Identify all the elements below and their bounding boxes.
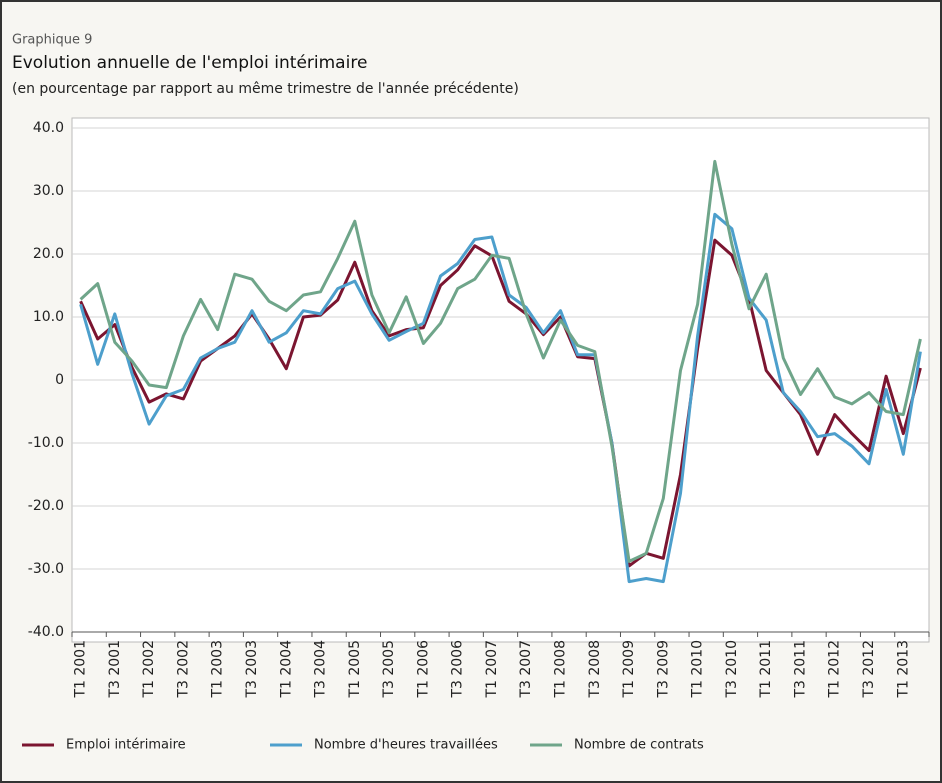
legend-label: Nombre d'heures travaillées <box>314 738 498 753</box>
x-tick-label: T3 2008 <box>587 640 603 699</box>
x-tick-label: T3 2009 <box>655 640 671 699</box>
x-tick-label: T1 2009 <box>621 640 637 699</box>
chart-title: Evolution annuelle de l'emploi intérimai… <box>12 53 367 73</box>
y-tick-label: 20.0 <box>33 246 64 262</box>
y-tick-label: 0 <box>55 372 64 388</box>
x-tick-label: T3 2001 <box>107 640 123 699</box>
x-tick-label: T3 2012 <box>861 640 877 699</box>
y-tick-label: 30.0 <box>33 183 64 199</box>
y-tick-label: -40.0 <box>28 624 64 640</box>
x-tick-label: T1 2003 <box>210 640 226 699</box>
legend-label: Emploi intérimaire <box>66 738 186 753</box>
y-tick-label: -10.0 <box>28 435 64 451</box>
x-tick-label: T1 2013 <box>895 640 911 699</box>
x-tick-label: T3 2003 <box>244 640 260 699</box>
x-tick-label: T3 2005 <box>381 640 397 699</box>
chart-header: Graphique 9 <box>12 33 92 48</box>
x-tick-label: T3 2004 <box>313 640 329 699</box>
x-tick-label: T1 2010 <box>690 640 706 699</box>
x-tick-label: T1 2002 <box>141 640 157 699</box>
y-tick-label: 40.0 <box>33 120 64 136</box>
x-tick-label: T1 2011 <box>758 640 774 699</box>
x-tick-label: T3 2007 <box>518 640 534 699</box>
series-line <box>79 159 922 563</box>
x-tick-label: T3 2011 <box>792 640 808 699</box>
x-tick-label: T3 2010 <box>724 640 740 699</box>
x-tick-label: T1 2006 <box>415 640 431 699</box>
x-tick-label: T1 2005 <box>347 640 363 699</box>
y-tick-label: 10.0 <box>33 309 64 325</box>
x-tick-label: T1 2007 <box>484 640 500 699</box>
x-tick-label: T3 2002 <box>175 640 191 699</box>
x-tick-label: T1 2001 <box>73 640 89 699</box>
x-tick-label: T1 2012 <box>827 640 843 699</box>
y-tick-label: -30.0 <box>28 561 64 577</box>
x-tick-label: T3 2006 <box>450 640 466 699</box>
x-tick-label: T1 2008 <box>552 640 568 699</box>
y-tick-label: -20.0 <box>28 498 64 514</box>
chart-subtitle: (en pourcentage par rapport au même trim… <box>12 81 519 97</box>
legend-label: Nombre de contrats <box>574 738 704 753</box>
series-line <box>79 212 922 584</box>
x-tick-label: T1 2004 <box>278 640 294 699</box>
